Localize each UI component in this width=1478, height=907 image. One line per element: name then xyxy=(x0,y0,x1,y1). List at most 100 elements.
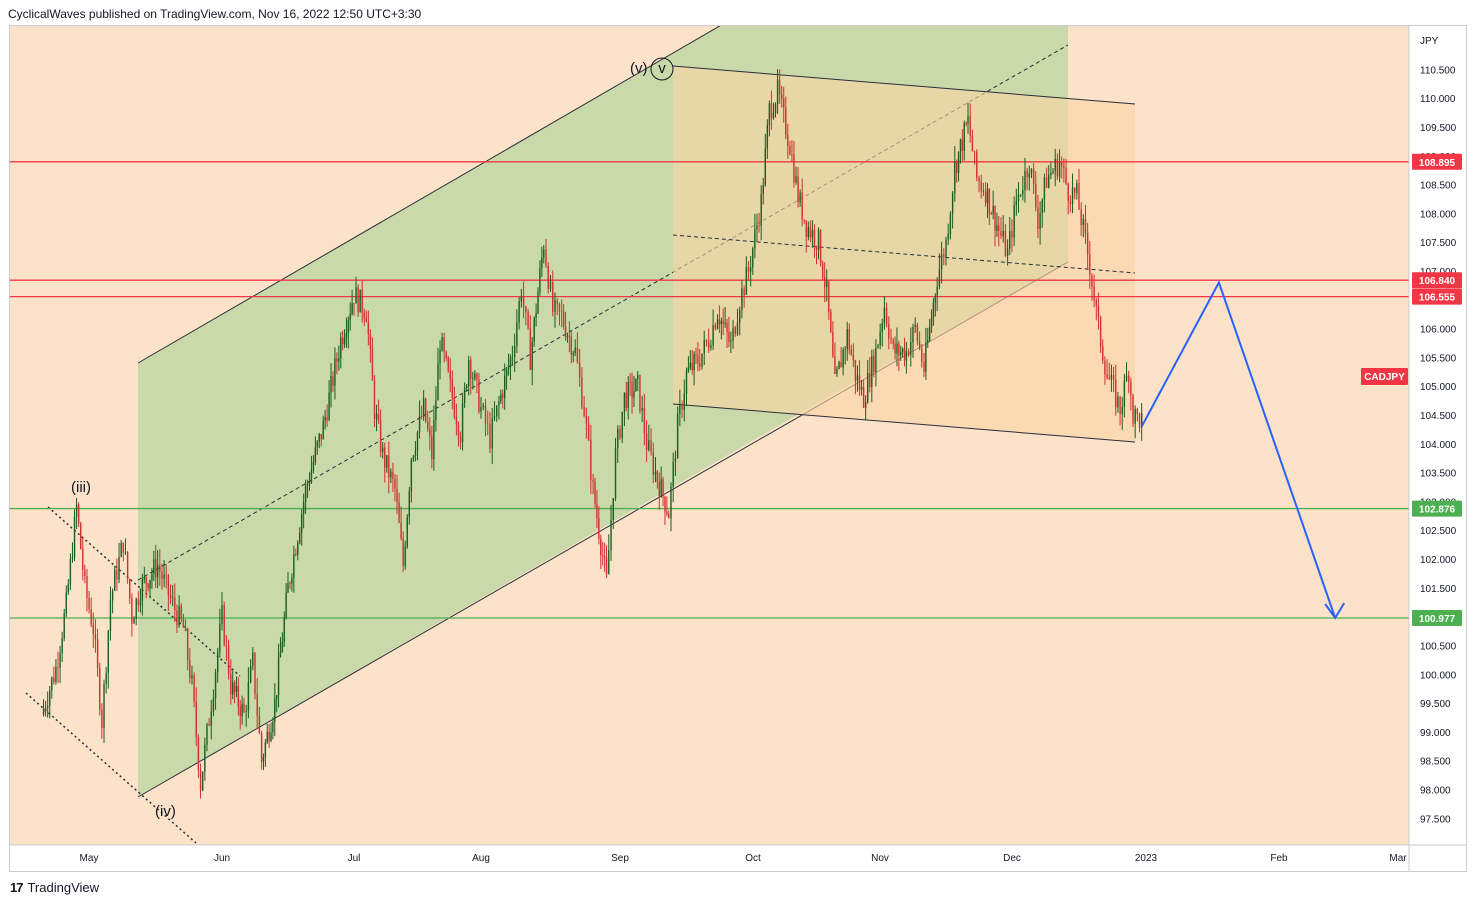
candle-body xyxy=(994,206,996,231)
candle-body xyxy=(214,672,217,699)
candle-body xyxy=(1091,274,1093,287)
candle-body xyxy=(1102,346,1104,361)
candle-body xyxy=(554,300,556,312)
candle-body xyxy=(811,229,814,238)
candle-body xyxy=(681,404,683,410)
candle-body xyxy=(149,580,151,589)
candle-body xyxy=(279,651,282,658)
candle-body xyxy=(862,386,865,408)
candle-body xyxy=(235,686,238,692)
candle-body xyxy=(480,407,482,412)
candle-body xyxy=(760,194,762,226)
candle-body xyxy=(936,286,938,296)
candle-body xyxy=(156,564,159,578)
y-tick-label: 103.500 xyxy=(1420,469,1457,480)
candle-body xyxy=(990,213,992,214)
candle-body xyxy=(801,192,803,220)
candle-body xyxy=(739,309,741,323)
candle-body xyxy=(666,511,668,514)
brand-label: TradingView xyxy=(27,880,100,895)
candle-body xyxy=(1117,396,1119,408)
candle-body xyxy=(388,455,390,478)
candle-body xyxy=(1050,173,1052,175)
candle-body xyxy=(453,398,456,417)
candle-body xyxy=(118,556,120,580)
candle-body xyxy=(645,433,648,451)
candle-body xyxy=(1041,199,1043,214)
candle-body xyxy=(243,704,245,712)
candle-body xyxy=(340,337,342,359)
y-tick-label: 109.500 xyxy=(1420,123,1457,134)
candle-body xyxy=(602,555,604,557)
candle-body xyxy=(416,432,419,451)
candle-body xyxy=(55,666,57,682)
candle-body xyxy=(151,574,153,581)
x-tick-label: Sep xyxy=(611,853,629,864)
level-tag-label: 102.876 xyxy=(1419,505,1456,516)
candle-body xyxy=(334,358,336,386)
candle-body xyxy=(498,401,500,406)
candle-body xyxy=(302,501,305,514)
candle-body xyxy=(1037,207,1039,229)
candle-body xyxy=(489,424,491,449)
y-tick-label: 98.000 xyxy=(1420,785,1451,796)
candle-body xyxy=(57,666,59,668)
candle-body xyxy=(139,600,142,606)
candle-body xyxy=(441,337,443,351)
candle-body xyxy=(533,317,535,342)
candle-body xyxy=(414,450,417,457)
candle-body xyxy=(639,374,641,411)
candle-body xyxy=(258,715,261,734)
y-tick-label: 100.000 xyxy=(1420,670,1457,681)
x-tick-label: Jun xyxy=(214,853,230,864)
candle-body xyxy=(155,559,157,578)
y-tick-label: 99.500 xyxy=(1420,699,1451,710)
candle-body xyxy=(830,312,832,332)
candle-body xyxy=(549,282,552,290)
candle-body xyxy=(406,516,408,547)
candle-body xyxy=(500,394,502,402)
candle-body xyxy=(1136,409,1139,415)
candle-body xyxy=(585,415,588,424)
candle-body xyxy=(838,361,840,369)
candle-body xyxy=(635,378,637,392)
wave-label-iv: (iv) xyxy=(155,803,176,820)
candle-body xyxy=(732,327,734,341)
candle-body xyxy=(275,695,278,699)
candle-body xyxy=(468,360,470,386)
candle-body xyxy=(1132,395,1134,424)
candle-body xyxy=(967,116,969,125)
candle-body xyxy=(1073,187,1076,193)
candle-body xyxy=(75,504,78,517)
candle-body xyxy=(1110,375,1113,380)
candle-body xyxy=(1056,158,1059,177)
candle-body xyxy=(980,181,982,191)
candle-body xyxy=(1125,375,1128,381)
candle-body xyxy=(932,302,935,318)
candle-body xyxy=(768,103,771,125)
candle-body xyxy=(126,551,129,580)
level-tag-label: 106.840 xyxy=(1419,276,1456,287)
candle-body xyxy=(427,421,429,429)
candle-body xyxy=(312,461,315,470)
candle-body xyxy=(484,405,487,424)
footer-brand: 17 TradingView xyxy=(10,880,99,895)
candle-body xyxy=(225,644,228,646)
candle-body xyxy=(274,698,276,722)
candle-body xyxy=(289,583,291,584)
candle-body xyxy=(562,312,565,326)
candle-body xyxy=(328,392,330,420)
candle-body xyxy=(871,355,873,388)
candle-body xyxy=(71,557,74,559)
candle-body xyxy=(778,79,781,95)
candle-body xyxy=(297,542,299,555)
candle-body xyxy=(437,363,439,401)
candle-body xyxy=(539,268,541,292)
candle-body xyxy=(254,652,256,694)
candle-body xyxy=(699,363,701,367)
candle-body xyxy=(143,577,145,580)
candle-body xyxy=(1002,230,1004,237)
candle-body xyxy=(42,708,45,715)
candle-body xyxy=(1024,170,1026,191)
